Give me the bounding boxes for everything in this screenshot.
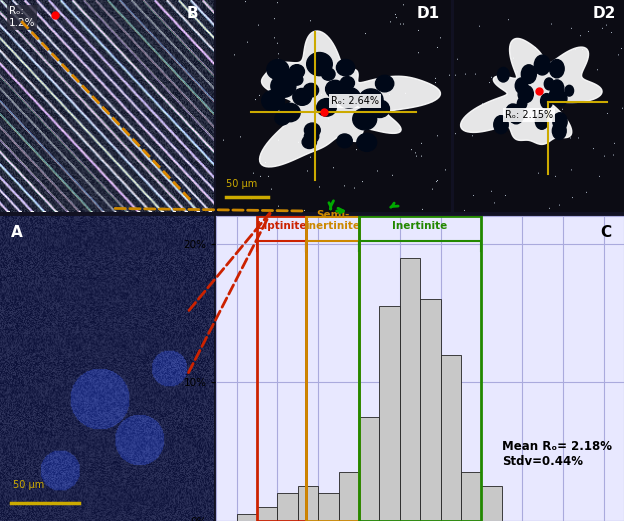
Circle shape — [359, 89, 383, 111]
Text: D2: D2 — [592, 6, 615, 21]
Circle shape — [509, 104, 524, 124]
Circle shape — [271, 75, 296, 97]
Circle shape — [261, 91, 285, 111]
Circle shape — [280, 103, 300, 122]
Circle shape — [340, 77, 354, 90]
Polygon shape — [461, 39, 602, 144]
Bar — [359, 216, 481, 521]
Circle shape — [518, 89, 528, 101]
Circle shape — [497, 67, 509, 82]
Circle shape — [321, 68, 335, 80]
Circle shape — [517, 97, 527, 109]
Circle shape — [275, 111, 290, 125]
Text: D1: D1 — [416, 6, 439, 21]
Bar — [420, 299, 441, 521]
Text: Inertinite: Inertinite — [392, 221, 448, 231]
Circle shape — [357, 133, 377, 152]
Circle shape — [326, 80, 345, 98]
Circle shape — [291, 74, 303, 85]
Text: 50 μm: 50 μm — [226, 179, 257, 189]
Circle shape — [303, 83, 319, 97]
Circle shape — [353, 108, 377, 130]
Circle shape — [358, 96, 371, 108]
Bar — [359, 417, 379, 521]
Circle shape — [535, 113, 548, 129]
Text: Mean Rₒ= 2.18%
Stdv=0.44%: Mean Rₒ= 2.18% Stdv=0.44% — [502, 440, 612, 468]
Circle shape — [267, 59, 289, 80]
Text: Liptinite: Liptinite — [256, 221, 306, 231]
Circle shape — [370, 100, 389, 118]
Circle shape — [520, 85, 534, 103]
Circle shape — [552, 122, 566, 140]
Bar — [339, 473, 359, 521]
Circle shape — [305, 123, 320, 138]
Bar — [441, 355, 461, 521]
Text: A: A — [11, 225, 22, 240]
Text: Semi-
inertinite: Semi- inertinite — [305, 209, 360, 231]
Text: Rₒ:
1.2%: Rₒ: 1.2% — [9, 6, 35, 28]
Bar — [461, 473, 481, 521]
Circle shape — [515, 78, 528, 93]
Circle shape — [290, 65, 305, 78]
Circle shape — [565, 85, 573, 96]
Circle shape — [544, 78, 554, 90]
Text: C: C — [601, 225, 612, 240]
Text: Rₒ: 2.64%: Rₒ: 2.64% — [331, 96, 379, 106]
Circle shape — [306, 53, 333, 76]
Circle shape — [534, 55, 550, 75]
Circle shape — [302, 135, 316, 148]
Circle shape — [338, 88, 361, 108]
Text: Rₒ: 2.15%: Rₒ: 2.15% — [505, 110, 553, 120]
Circle shape — [328, 88, 342, 100]
Bar — [481, 486, 502, 521]
Bar — [257, 507, 278, 521]
Circle shape — [293, 89, 311, 105]
Text: 50 μm: 50 μm — [12, 480, 44, 490]
Circle shape — [281, 69, 291, 79]
Bar — [318, 493, 339, 521]
Circle shape — [278, 69, 290, 80]
Circle shape — [494, 116, 508, 134]
Bar — [306, 216, 359, 521]
Circle shape — [317, 98, 336, 116]
Circle shape — [550, 80, 564, 97]
Bar — [278, 493, 298, 521]
Circle shape — [359, 133, 375, 148]
Circle shape — [336, 59, 354, 76]
Circle shape — [550, 59, 564, 78]
Circle shape — [540, 94, 553, 108]
Circle shape — [376, 76, 394, 92]
Circle shape — [555, 91, 567, 106]
Bar — [400, 257, 420, 521]
Bar — [379, 306, 400, 521]
Circle shape — [305, 130, 319, 143]
Circle shape — [549, 88, 562, 104]
Bar — [236, 514, 257, 521]
Polygon shape — [260, 31, 441, 167]
Text: B: B — [187, 6, 198, 21]
Circle shape — [521, 65, 536, 83]
Bar — [298, 486, 318, 521]
Circle shape — [337, 134, 353, 148]
Circle shape — [553, 113, 567, 131]
Bar — [257, 216, 306, 521]
Circle shape — [505, 104, 520, 121]
